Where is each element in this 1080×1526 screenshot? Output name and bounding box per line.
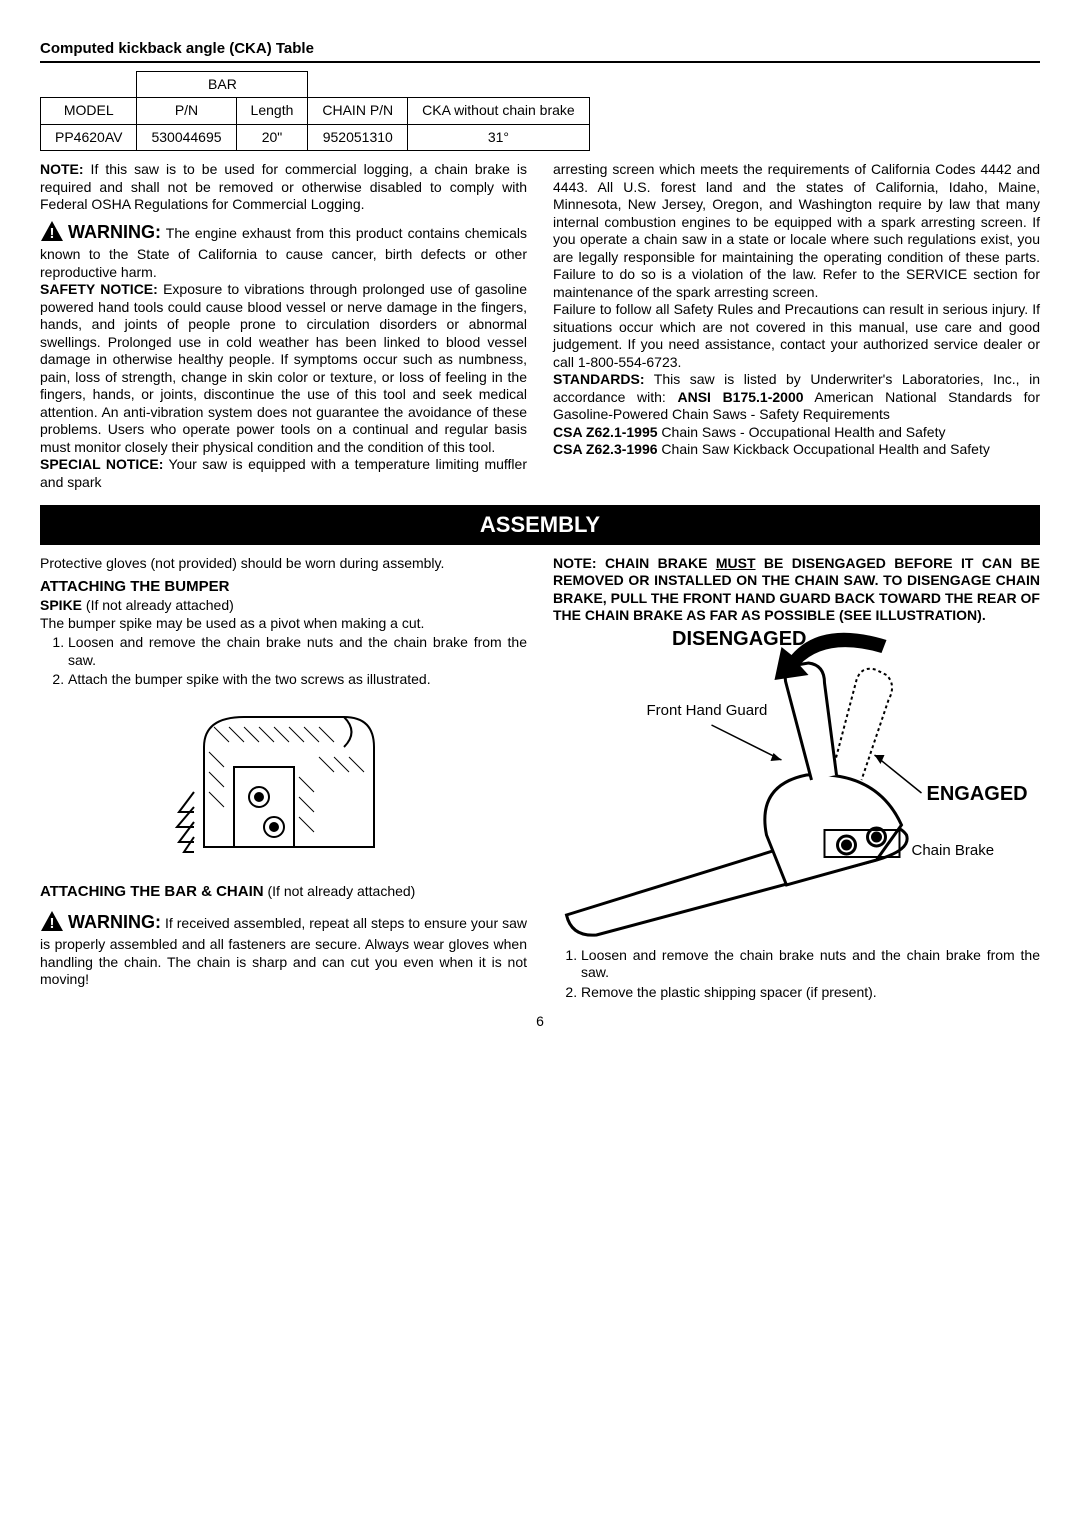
fhg-label: Front Hand Guard xyxy=(647,702,768,719)
td-pn: 530044695 xyxy=(137,124,236,151)
chainbrake-label: Chain Brake xyxy=(912,842,995,859)
cka-table: BAR MODEL P/N Length CHAIN P/N CKA witho… xyxy=(40,71,590,152)
th-bar: BAR xyxy=(137,71,308,98)
bumper-illustration xyxy=(40,697,527,872)
td-cka: 31° xyxy=(408,124,590,151)
l2-h2-text: (If not already attached) xyxy=(264,883,416,899)
r2-li1: Loosen and remove the chain brake nuts a… xyxy=(581,947,1040,982)
l2-h2: ATTACHING THE BAR & CHAIN xyxy=(40,883,264,900)
bignote-a: NOTE: CHAIN BRAKE xyxy=(553,555,716,571)
col-left-1: NOTE: If this saw is to be used for comm… xyxy=(40,161,527,491)
svg-text:!: ! xyxy=(50,915,55,932)
th-length: Length xyxy=(236,98,308,125)
assembly-banner: ASSEMBLY xyxy=(40,505,1040,545)
warning-icon: ! xyxy=(40,220,64,247)
warning-label-2: WARNING: xyxy=(68,912,161,932)
l2-p1: Protective gloves (not provided) should … xyxy=(40,555,444,571)
col-right-2: NOTE: CHAIN BRAKE MUST BE DISENGAGED BEF… xyxy=(553,555,1040,1004)
l2-p2: The bumper spike may be used as a pivot … xyxy=(40,615,424,631)
col-right-1: arresting screen which meets the require… xyxy=(553,161,1040,491)
warning-label: WARNING: xyxy=(68,222,161,242)
l2-h1: ATTACHING THE BUMPER xyxy=(40,578,527,597)
th-pn: P/N xyxy=(137,98,236,125)
cka-title: Computed kickback angle (CKA) Table xyxy=(40,40,1040,63)
note-label: NOTE: xyxy=(40,161,84,177)
s3b: CSA Z62.3-1996 xyxy=(553,441,658,457)
brake-diagram: DISENGAGED Front Hand Guard ENGAGED Chai… xyxy=(553,625,1040,945)
l2-li1: Loosen and remove the chain brake nuts a… xyxy=(68,634,527,669)
safety-text: Exposure to vibrations through prolonged… xyxy=(40,281,527,455)
col-left-2: Protective gloves (not provided) should … xyxy=(40,555,527,1004)
td-chainpn: 952051310 xyxy=(308,124,408,151)
disengaged-label: DISENGAGED xyxy=(672,628,806,650)
special-label: SPECIAL NOTICE: xyxy=(40,456,163,472)
th-model: MODEL xyxy=(41,98,137,125)
note-text: If this saw is to be used for commercial… xyxy=(40,161,527,212)
td-length: 20" xyxy=(236,124,308,151)
s2b: CSA Z62.1-1995 xyxy=(553,424,658,440)
spike-label: SPIKE xyxy=(40,597,82,613)
td-model: PP4620AV xyxy=(41,124,137,151)
spike-text: (If not already attached) xyxy=(82,597,234,613)
standards-label: STANDARDS: xyxy=(553,371,645,387)
r1-p2: Failure to follow all Safety Rules and P… xyxy=(553,301,1040,370)
l2-li2: Attach the bumper spike with the two scr… xyxy=(68,671,527,689)
s3: Chain Saw Kickback Occupational Health a… xyxy=(658,441,990,457)
engaged-label: ENGAGED xyxy=(927,783,1028,805)
safety-label: SAFETY NOTICE: xyxy=(40,281,158,297)
bignote-u: MUST xyxy=(716,555,756,571)
r2-list: Loosen and remove the chain brake nuts a… xyxy=(553,947,1040,1002)
r2-li2: Remove the plastic shipping spacer (if p… xyxy=(581,984,1040,1002)
s1b: ANSI B175.1-2000 xyxy=(677,389,803,405)
warning-icon-2: ! xyxy=(40,910,64,937)
svg-text:!: ! xyxy=(50,225,55,242)
th-cka: CKA without chain brake xyxy=(408,98,590,125)
r1-p1: arresting screen which meets the require… xyxy=(553,161,1040,300)
th-chainpn: CHAIN P/N xyxy=(308,98,408,125)
page-number: 6 xyxy=(40,1013,1040,1031)
l2-list: Loosen and remove the chain brake nuts a… xyxy=(40,634,527,689)
s2: Chain Saws - Occupational Health and Saf… xyxy=(658,424,946,440)
